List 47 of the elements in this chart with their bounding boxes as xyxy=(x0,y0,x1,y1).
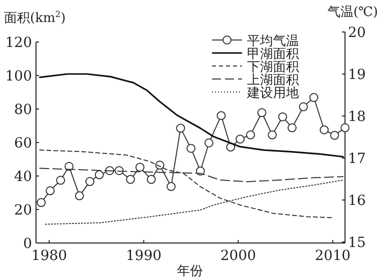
y2-tick-label: 15 xyxy=(348,235,366,251)
x-axis-title: 年份 xyxy=(177,264,203,279)
point xyxy=(74,191,84,200)
point xyxy=(309,93,318,102)
point xyxy=(186,144,196,153)
point xyxy=(146,174,156,184)
y-tick-label: 60 xyxy=(14,136,32,152)
y2-tick-label: 16 xyxy=(348,193,366,209)
point xyxy=(320,125,329,134)
y2-tick-label: 17 xyxy=(348,151,366,167)
y2-tick-label: 19 xyxy=(348,67,366,83)
point xyxy=(204,138,214,148)
point xyxy=(278,112,288,122)
point xyxy=(257,108,266,118)
point xyxy=(155,160,164,170)
y2-tick-label: 18 xyxy=(348,109,366,125)
point xyxy=(36,198,46,208)
y2-tick-label: 20 xyxy=(348,25,366,41)
y-tick-label: 0 xyxy=(23,236,32,252)
point xyxy=(236,134,245,144)
point xyxy=(330,130,340,140)
point xyxy=(56,176,66,185)
y-tick-label: 20 xyxy=(14,202,32,218)
point xyxy=(246,130,256,140)
y-tick-label: 80 xyxy=(14,102,32,118)
x-tick-label: 2000 xyxy=(220,248,256,264)
y-tick-label: 100 xyxy=(5,68,32,84)
x-tick-label: 1990 xyxy=(126,248,162,264)
point xyxy=(126,174,135,184)
point xyxy=(176,124,186,133)
y2-axis-title: 气温(℃) xyxy=(327,5,378,20)
point xyxy=(46,186,55,196)
y-tick-label: 120 xyxy=(5,35,32,51)
point xyxy=(298,102,308,112)
point xyxy=(166,182,176,192)
y-tick-label: 40 xyxy=(14,169,32,185)
point xyxy=(288,123,297,132)
point xyxy=(85,177,94,186)
point xyxy=(135,162,144,172)
y-axis-title: 面积(km$^{2}$) xyxy=(4,9,66,26)
point xyxy=(94,170,104,180)
point xyxy=(216,111,226,120)
legend-label: 建设用地 xyxy=(246,86,299,101)
point xyxy=(268,130,277,140)
x-tick-label: 1980 xyxy=(31,248,68,264)
x-tick-label: 2010 xyxy=(314,248,351,264)
point xyxy=(340,123,350,132)
